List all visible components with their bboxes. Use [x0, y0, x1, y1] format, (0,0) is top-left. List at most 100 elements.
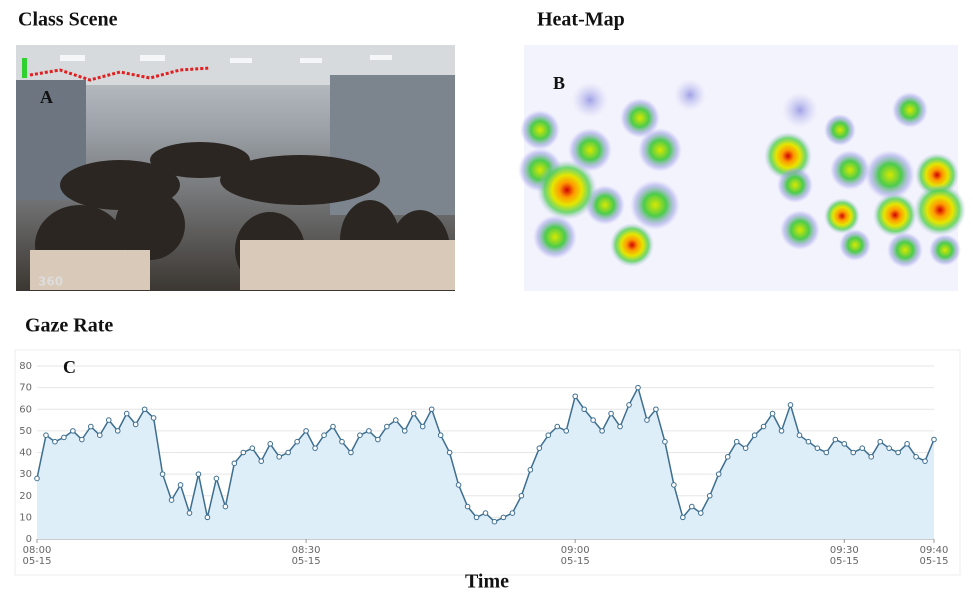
point — [760, 423, 767, 430]
x-tick-date: 05-15 — [830, 556, 859, 567]
point — [545, 432, 552, 439]
point — [393, 417, 399, 423]
x-axis-label: Time — [465, 571, 509, 593]
x-tick-label: 09:40 — [920, 545, 949, 556]
point — [455, 482, 462, 488]
point — [88, 423, 94, 430]
y-tick-label: 50 — [19, 426, 32, 437]
point — [805, 438, 812, 445]
point — [348, 449, 354, 456]
x-tick-date: 05-15 — [22, 556, 51, 567]
point — [689, 503, 695, 510]
point — [43, 432, 49, 439]
point — [294, 438, 300, 445]
point — [437, 432, 444, 439]
point — [303, 428, 309, 434]
point — [231, 460, 238, 467]
y-tick-label: 20 — [19, 491, 32, 502]
y-tick-label: 60 — [19, 404, 32, 415]
point — [222, 503, 229, 510]
point — [357, 432, 363, 439]
point — [877, 438, 883, 445]
point — [671, 482, 677, 488]
point — [123, 410, 130, 417]
point — [653, 406, 659, 413]
point — [105, 417, 112, 423]
point — [680, 514, 686, 521]
point — [473, 514, 480, 521]
y-tick-label: 70 — [19, 383, 32, 394]
point — [159, 471, 166, 477]
y-tick-label: 10 — [19, 512, 32, 523]
point — [509, 510, 516, 516]
point — [195, 471, 202, 477]
x-tick-label: 08:30 — [292, 545, 321, 556]
heat-map: B — [518, 45, 966, 291]
point — [401, 428, 408, 434]
x-tick-label: 09:00 — [561, 545, 590, 556]
y-tick-label: 0 — [26, 534, 32, 545]
point — [931, 436, 937, 443]
point — [240, 449, 247, 456]
x-tick-label: 09:30 — [830, 545, 859, 556]
area — [37, 387, 934, 539]
point — [590, 417, 596, 423]
x-tick-date: 05-15 — [292, 556, 321, 567]
point — [823, 449, 830, 456]
point — [339, 438, 345, 445]
point — [796, 432, 803, 439]
point — [814, 445, 821, 451]
point — [204, 514, 211, 521]
point — [114, 428, 121, 434]
point — [715, 471, 722, 477]
point — [500, 514, 507, 521]
point — [527, 467, 534, 473]
point — [61, 434, 67, 441]
x-tick-label: 08:00 — [23, 545, 52, 556]
point — [428, 406, 435, 413]
watermark: 360 — [38, 275, 63, 289]
point — [787, 402, 794, 408]
point — [249, 445, 256, 451]
panel-title: Class Scene — [18, 9, 118, 31]
point — [850, 449, 857, 456]
point — [150, 415, 157, 421]
point — [276, 454, 282, 460]
point — [267, 441, 274, 447]
point — [52, 438, 58, 445]
point — [446, 449, 453, 456]
point — [904, 441, 910, 447]
y-tick-label: 80 — [19, 361, 32, 372]
point — [832, 436, 839, 443]
y-tick-label: 30 — [19, 469, 32, 480]
panel-title: Heat-Map — [537, 9, 625, 31]
point — [626, 402, 632, 408]
point — [751, 432, 758, 439]
point — [321, 432, 327, 439]
point — [79, 436, 85, 443]
point — [186, 510, 193, 516]
point — [132, 421, 139, 428]
point — [375, 436, 381, 443]
point — [258, 458, 265, 464]
point — [778, 428, 785, 434]
panel-letter: A — [40, 87, 53, 107]
point — [366, 428, 372, 434]
point — [419, 423, 426, 430]
point — [70, 428, 76, 434]
point — [168, 497, 175, 503]
panel-letter: B — [553, 73, 565, 93]
point — [706, 492, 713, 499]
point — [841, 441, 848, 447]
point — [617, 423, 623, 430]
point — [536, 445, 543, 451]
point — [410, 410, 417, 417]
point — [886, 445, 892, 451]
panel-letter: C — [63, 357, 76, 377]
point — [213, 475, 220, 482]
point — [724, 454, 731, 460]
point — [141, 406, 148, 413]
point — [554, 423, 561, 430]
point — [312, 445, 318, 451]
